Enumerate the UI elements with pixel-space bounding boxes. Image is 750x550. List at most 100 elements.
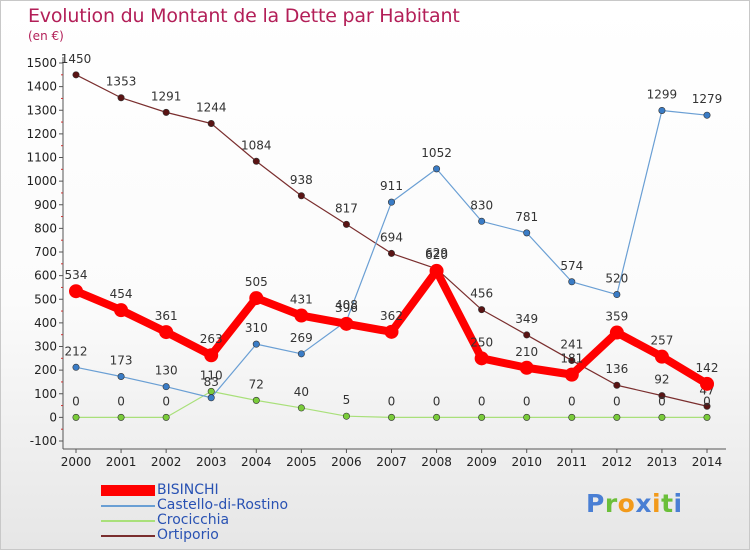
- data-label-ortiporio: 1450: [61, 52, 92, 66]
- data-label-ortiporio: 629: [425, 246, 448, 260]
- legend-label: Crocicchia: [157, 512, 230, 528]
- data-label-castello-di-rostino: 212: [65, 344, 88, 358]
- data-label-ortiporio: 92: [654, 373, 669, 387]
- point-bisinchi: [700, 376, 714, 391]
- x-tick-label: 2004: [241, 455, 272, 469]
- point-bisinchi: [564, 367, 579, 382]
- data-label-castello-di-rostino: 1279: [692, 92, 723, 106]
- data-label-bisinchi: 534: [65, 268, 88, 282]
- point-castello-di-rostino: [162, 383, 170, 391]
- data-label-crocicchia: 0: [613, 394, 621, 408]
- point-crocicchia: [162, 413, 170, 421]
- legend-swatch: [101, 485, 155, 496]
- data-label-ortiporio: 456: [470, 287, 493, 301]
- data-label-crocicchia: 0: [568, 394, 576, 408]
- y-tick-label: 1400: [26, 80, 57, 94]
- legend-label: Ortiporio: [157, 527, 219, 543]
- point-ortiporio: [613, 381, 621, 389]
- point-castello-di-rostino: [658, 106, 666, 114]
- logo-letter: x: [635, 489, 652, 518]
- data-label-bisinchi: 181: [560, 352, 583, 366]
- logo-letter: t: [661, 489, 674, 518]
- point-crocicchia: [658, 413, 666, 421]
- data-label-crocicchia: 0: [478, 394, 486, 408]
- data-label-castello-di-rostino: 408: [335, 298, 358, 312]
- data-label-bisinchi: 362: [380, 309, 403, 323]
- point-castello-di-rostino: [703, 111, 711, 119]
- data-label-castello-di-rostino: 173: [110, 354, 133, 368]
- x-tick-label: 2012: [602, 455, 633, 469]
- data-label-bisinchi: 250: [470, 335, 493, 349]
- x-tick-label: 2002: [151, 455, 182, 469]
- data-label-castello-di-rostino: 1299: [647, 87, 678, 101]
- y-tick-label: 400: [34, 316, 57, 330]
- point-castello-di-rostino: [252, 340, 260, 348]
- data-label-ortiporio: 1244: [196, 100, 227, 114]
- data-label-castello-di-rostino: 1052: [421, 146, 452, 160]
- data-label-crocicchia: 0: [523, 394, 531, 408]
- y-tick-label: -100: [30, 434, 57, 448]
- point-crocicchia: [117, 413, 125, 421]
- logo-letter: i: [652, 489, 662, 518]
- legend-swatch: [101, 519, 155, 522]
- legend-label: Castello-di-Rostino: [157, 497, 289, 513]
- point-ortiporio: [342, 220, 350, 228]
- point-ortiporio: [72, 71, 80, 79]
- data-label-crocicchia: 5: [343, 393, 351, 407]
- point-crocicchia: [207, 387, 215, 395]
- x-tick-label: 2008: [421, 455, 452, 469]
- y-tick-label: 900: [34, 198, 57, 212]
- point-ortiporio: [162, 108, 170, 116]
- logo-letter: r: [604, 489, 618, 518]
- data-label-castello-di-rostino: 830: [470, 198, 493, 212]
- point-ortiporio: [478, 306, 486, 314]
- data-label-castello-di-rostino: 911: [380, 179, 403, 193]
- chart-subtitle: (en €): [28, 29, 64, 43]
- data-label-ortiporio: 349: [515, 312, 538, 326]
- y-tick-label: 500: [34, 292, 57, 306]
- x-tick-label: 2006: [331, 455, 362, 469]
- y-tick-label: 0: [49, 410, 57, 424]
- point-bisinchi: [339, 316, 354, 331]
- point-crocicchia: [342, 412, 350, 420]
- y-tick-label: 700: [34, 245, 57, 259]
- data-label-bisinchi: 263: [200, 332, 223, 346]
- point-crocicchia: [523, 413, 531, 421]
- x-tick-label: 2009: [466, 455, 497, 469]
- point-ortiporio: [117, 94, 125, 102]
- y-tick-label: 1100: [26, 151, 57, 165]
- data-label-crocicchia: 0: [658, 394, 666, 408]
- x-tick-label: 2005: [286, 455, 317, 469]
- y-tick-label: 1000: [26, 174, 57, 188]
- point-crocicchia: [252, 396, 260, 404]
- data-label-crocicchia: 0: [433, 394, 441, 408]
- y-tick-label: 1300: [26, 103, 57, 117]
- legend-swatch: [101, 534, 155, 537]
- point-ortiporio: [252, 157, 260, 165]
- point-ortiporio: [568, 356, 576, 364]
- data-label-ortiporio: 1291: [151, 89, 182, 103]
- legend-item-crocicchia: Crocicchia: [101, 513, 288, 528]
- data-label-bisinchi: 361: [155, 309, 178, 323]
- data-label-bisinchi: 210: [515, 345, 538, 359]
- data-label-bisinchi: 142: [696, 361, 719, 375]
- legend: BISINCHI Castello-di-Rostino Crocicchia …: [101, 483, 288, 543]
- data-label-crocicchia: 110: [200, 368, 223, 382]
- point-castello-di-rostino: [117, 373, 125, 381]
- point-bisinchi: [429, 263, 444, 278]
- point-crocicchia: [703, 413, 711, 421]
- point-castello-di-rostino: [433, 165, 441, 173]
- data-label-crocicchia: 72: [249, 377, 264, 391]
- x-tick-label: 2007: [376, 455, 407, 469]
- point-crocicchia: [478, 413, 486, 421]
- point-ortiporio: [703, 402, 711, 410]
- data-label-ortiporio: 1084: [241, 138, 272, 152]
- y-tick-label: 100: [34, 387, 57, 401]
- point-castello-di-rostino: [72, 363, 80, 371]
- legend-swatch: [101, 504, 155, 507]
- data-label-crocicchia: 0: [162, 394, 170, 408]
- data-label-castello-di-rostino: 310: [245, 321, 268, 335]
- legend-label: BISINCHI: [157, 482, 219, 498]
- y-tick-label: 1200: [26, 127, 57, 141]
